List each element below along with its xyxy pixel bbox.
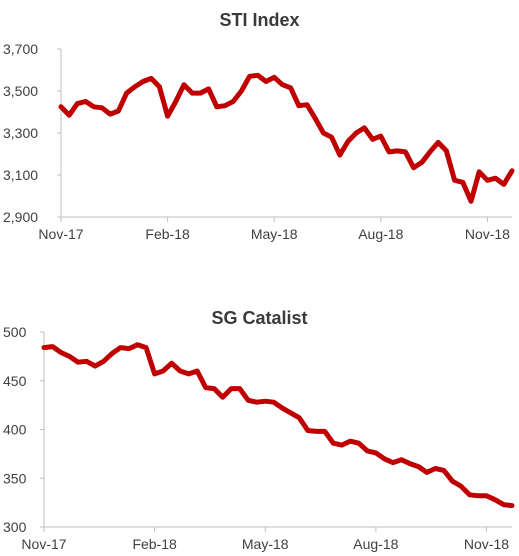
- sti-y-tick-label: 3,700: [3, 41, 38, 57]
- sti-x-tick-label: Aug-18: [358, 226, 403, 242]
- sgc-x-tick-label: Aug-18: [353, 536, 398, 552]
- sti-y-tick-label: 3,500: [3, 83, 38, 99]
- sgc-x-tick-label: Nov-17: [21, 536, 66, 552]
- sti-y-tick-label: 2,900: [3, 209, 38, 225]
- sti-chart-title: STI Index: [219, 10, 299, 30]
- sgc-y-tick-label: 350: [3, 470, 27, 486]
- sg-catalist-chart: SG Catalist 300 350 400 450 500 Nov-17 Feb-18 Ma…: [0, 278, 519, 556]
- sti-index-chart-svg: STI Index 2,900 3,100 3,300 3,500 3,700 Nov-17…: [3, 10, 515, 242]
- sgc-x-tick-label: Nov-18: [464, 536, 509, 552]
- sgc-y-tick-label: 450: [3, 373, 27, 389]
- sgc-x-tick-label: Feb-18: [132, 536, 177, 552]
- sgc-y-tick-label: 400: [3, 422, 27, 438]
- sgc-y-tick-label: 500: [3, 324, 27, 340]
- sti-x-tick-label: Nov-17: [38, 226, 83, 242]
- sti-y-tick-label: 3,100: [3, 167, 38, 183]
- sg-catalist-chart-svg: SG Catalist 300 350 400 450 500 Nov-17 Feb-18 Ma…: [3, 308, 515, 552]
- sgc-series-line: [41, 342, 515, 509]
- sgc-y-tick-label: 300: [3, 519, 27, 535]
- sti-index-chart: STI Index 2,900 3,100 3,300 3,500 3,700 Nov-17…: [3, 10, 515, 242]
- sgc-x-tick-label: May-18: [242, 536, 289, 552]
- sgc-chart-title: SG Catalist: [211, 308, 307, 328]
- sti-x-tick-label: May-18: [251, 226, 298, 242]
- sti-x-tick-label: Nov-18: [465, 226, 510, 242]
- sti-x-tick-label: Feb-18: [145, 226, 190, 242]
- sti-y-tick-label: 3,300: [3, 125, 38, 141]
- sti-series-line: [58, 72, 515, 204]
